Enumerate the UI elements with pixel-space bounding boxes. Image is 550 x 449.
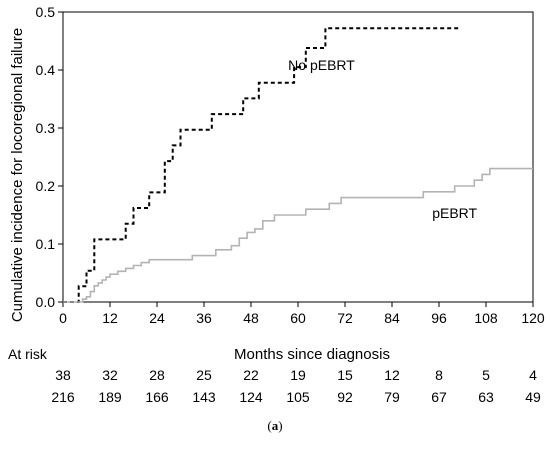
y-tick-label: 0.0 [36,294,56,310]
at-risk-value: 166 [145,389,169,405]
series-annotation: pEBRT [432,205,477,221]
at-risk-value: 32 [102,367,118,383]
at-risk-value: 143 [192,389,216,405]
x-tick-label: 120 [521,310,545,326]
caption-open: ( [267,418,272,433]
at-risk-value: 92 [337,389,353,405]
y-axis-label: Cumulative incidence for locoregional fa… [9,28,26,322]
at-risk-value: 19 [290,367,306,383]
x-axis-label: Months since diagnosis [234,346,390,363]
x-tick-label: 72 [337,310,353,326]
at-risk-value: 5 [482,367,490,383]
at-risk-value: 105 [286,389,310,405]
at-risk-value: 79 [384,389,400,405]
caption-label: a [271,418,279,433]
at-risk-value: 28 [149,367,165,383]
plot-frame [62,11,534,303]
x-tick-label: 84 [384,310,400,326]
series-line [63,167,533,303]
x-tick-label: 36 [196,310,212,326]
series-layer [63,27,533,303]
series-line [63,27,459,303]
at-risk-value: 67 [431,389,447,405]
plot-area [62,11,534,303]
at-risk-value: 15 [337,367,353,383]
at-risk-value: 49 [525,389,541,405]
y-tick-label: 0.4 [36,62,56,78]
at-risk-label: At risk [8,346,48,362]
x-tick-label: 48 [243,310,259,326]
at-risk-value: 216 [51,389,75,405]
caption-close: ) [278,418,283,433]
axes: 0 12 24 36 48 60 72 84 96 108 120 0.0 0.1 0.2 0.3 0.4 0.… [36,4,545,326]
x-tick-label: 60 [290,310,306,326]
y-tick-label: 0.1 [36,236,56,252]
at-risk-table: 38 32 28 25 22 19 15 12 8 5 4 216 189 166 143 124 105 92 7… [51,367,541,405]
at-risk-value: 38 [55,367,71,383]
at-risk-value: 8 [435,367,443,383]
x-tick-label: 0 [59,310,67,326]
at-risk-value: 12 [384,367,400,383]
figure-caption: (a) [0,418,550,434]
at-risk-value: 189 [98,389,122,405]
x-tick-label: 12 [102,310,118,326]
series-annotation: No pEBRT [288,57,355,73]
at-risk-value: 22 [243,367,259,383]
at-risk-value: 63 [478,389,494,405]
x-tick-label: 24 [149,310,165,326]
y-tick-label: 0.2 [36,178,56,194]
at-risk-value: 4 [529,367,537,383]
annotations: No pEBRT pEBRT [288,57,477,221]
x-tick-label: 96 [431,310,447,326]
y-tick-label: 0.5 [36,4,56,20]
y-tick-label: 0.3 [36,120,56,136]
at-risk-value: 25 [196,367,212,383]
at-risk-value: 124 [239,389,263,405]
x-tick-label: 108 [474,310,498,326]
